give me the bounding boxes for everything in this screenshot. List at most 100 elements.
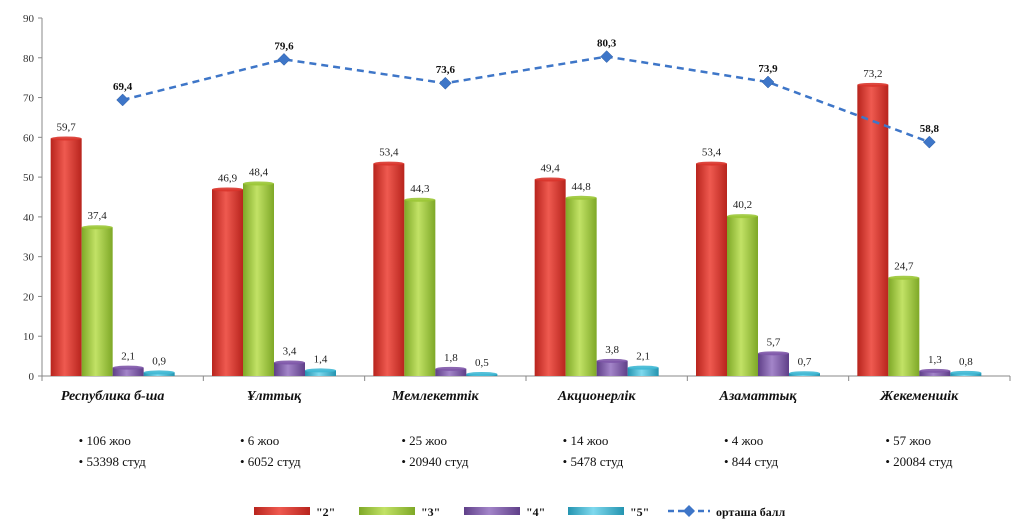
bar-data-label: 0,7 <box>798 356 812 368</box>
bar-cap <box>305 368 336 373</box>
y-tick-label: 10 <box>23 331 35 343</box>
x-category-sublabel: • 4 жоо <box>724 433 763 448</box>
bar <box>243 183 274 376</box>
bar-cap <box>112 365 144 370</box>
legend-label: "3" <box>421 505 440 519</box>
x-category-sublabel: • 106 жоо <box>79 433 131 448</box>
x-category-sublabel: • 53398 студ <box>79 454 147 469</box>
bar <box>758 353 789 376</box>
line-data-label: 73,6 <box>436 64 456 76</box>
category-labels: Республика б-ша • 106 жоо • 53398 студ Ұлтт… <box>61 389 959 469</box>
x-category-sublabel: • 6052 студ <box>240 454 301 469</box>
bar <box>565 197 597 376</box>
legend-label: "4" <box>526 505 545 519</box>
bar-cap <box>404 197 436 202</box>
bar <box>888 277 920 376</box>
bar-cap <box>243 181 274 186</box>
bar-data-label: 1,4 <box>314 353 328 365</box>
bar-data-label: 3,4 <box>283 345 297 357</box>
y-tick-label: 70 <box>23 93 35 105</box>
y-tick-label: 40 <box>23 212 35 224</box>
bars: 59,7 37,4 2,1 0,9 46,9 48,4 3,4 1,4 53,4 44,3 1,8 0… <box>50 68 982 377</box>
bar-data-label: 53,4 <box>379 147 399 159</box>
y-tick-label: 80 <box>23 53 35 65</box>
legend-label: орташа балл <box>716 505 786 519</box>
x-category-label: Республика б-ша <box>61 389 164 404</box>
bar <box>50 138 82 376</box>
legend-swatch <box>359 507 415 515</box>
bar <box>696 163 727 376</box>
y-tick-label: 30 <box>23 252 35 264</box>
x-category-label: Акционерлік <box>557 389 637 404</box>
legend: "2" "3" "4" "5" орташа балл <box>254 505 786 519</box>
bar <box>373 163 405 376</box>
y-tick-label: 60 <box>23 132 35 144</box>
x-category-label: Ұлттық <box>247 389 302 404</box>
bar <box>857 84 889 377</box>
legend-swatch <box>568 507 624 515</box>
bar-data-label: 49,4 <box>541 162 561 174</box>
line-point-marker <box>761 75 775 89</box>
y-tick-label: 0 <box>29 371 35 383</box>
bar-cap <box>888 275 920 280</box>
bar-cap <box>466 372 498 377</box>
line-data-label: 58,8 <box>920 123 940 135</box>
x-category-label: Азаматтық <box>719 389 798 404</box>
bar-data-label: 44,8 <box>572 181 592 193</box>
bar-cap <box>950 370 982 375</box>
bar-cap <box>143 370 175 375</box>
x-category-sublabel: • 5478 студ <box>563 454 624 469</box>
y-tick-label: 50 <box>23 172 35 184</box>
bar-data-label: 0,8 <box>959 356 973 368</box>
average-line: 69,4 79,6 73,6 80,3 73,9 58,8 <box>113 38 939 149</box>
bar-data-label: 53,4 <box>702 147 722 159</box>
bar <box>404 199 436 376</box>
bar-data-label: 3,8 <box>605 344 619 356</box>
bar-data-label: 59,7 <box>57 122 77 134</box>
bar <box>274 362 305 376</box>
bar-data-label: 37,4 <box>88 210 108 222</box>
bar-cap <box>435 366 467 371</box>
bar <box>727 216 758 376</box>
x-category-sublabel: • 20940 студ <box>401 454 469 469</box>
bar-data-label: 0,9 <box>152 355 166 367</box>
bar-data-label: 2,1 <box>121 351 135 363</box>
bar-data-label: 24,7 <box>894 261 914 273</box>
line-data-label: 80,3 <box>597 38 617 50</box>
bar-data-label: 40,2 <box>733 199 752 211</box>
bar-cap <box>596 358 628 363</box>
bar-cap <box>565 195 597 200</box>
bar <box>112 367 144 376</box>
bar-data-label: 2,1 <box>636 351 650 363</box>
line-point-marker <box>600 50 614 63</box>
x-category-sublabel: • 25 жоо <box>401 433 447 448</box>
bar-data-label: 5,7 <box>767 336 781 348</box>
line-series-path <box>122 55 930 144</box>
line-point-marker <box>116 93 130 107</box>
bar-cap <box>274 360 305 365</box>
legend-swatch <box>464 507 520 515</box>
x-category-label: Мемлекеттік <box>391 389 479 404</box>
bar-cap <box>373 161 405 166</box>
bar-cap <box>789 371 820 376</box>
x-category-sublabel: • 20084 студ <box>885 454 953 469</box>
bar-cap <box>919 368 951 373</box>
legend-swatch <box>254 507 310 515</box>
x-category-sublabel: • 6 жоо <box>240 433 279 448</box>
legend-label: "2" <box>316 505 335 519</box>
bar <box>212 189 243 376</box>
bar <box>919 370 951 376</box>
bar-cap <box>212 187 243 192</box>
bar-data-label: 1,3 <box>928 354 942 366</box>
x-category-sublabel: • 57 жоо <box>885 433 931 448</box>
x-category-sublabel: • 14 жоо <box>563 433 609 448</box>
axes: 0 10 20 30 40 50 60 70 80 90 <box>23 13 1011 383</box>
bar-cap <box>50 136 82 141</box>
x-category-sublabel: • 844 студ <box>724 454 779 469</box>
bar <box>305 370 336 376</box>
bar-cap <box>727 214 758 219</box>
line-data-label: 73,9 <box>758 63 778 75</box>
bar <box>435 368 467 376</box>
bar-cap <box>534 177 566 182</box>
